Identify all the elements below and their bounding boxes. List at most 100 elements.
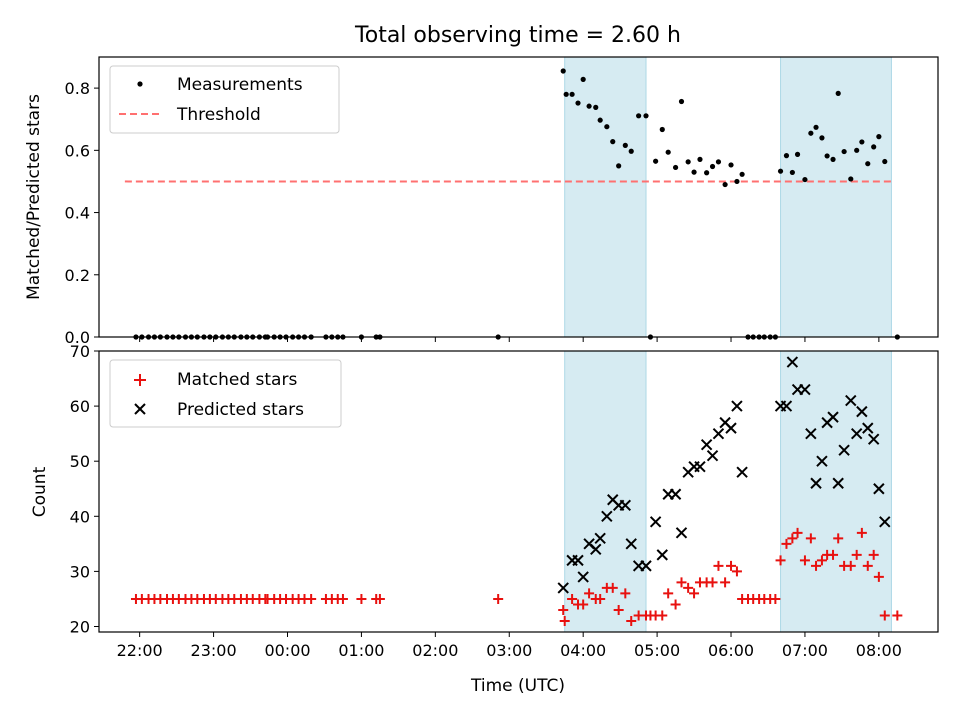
matched-star-point (613, 604, 624, 615)
measurement-point (882, 158, 888, 165)
bottom-panel: 20 30 40 50 60 70 22:00 23:00 00:00 01:00 02:00 03… (30, 342, 939, 696)
bottom-y-axis-label: Count (30, 466, 50, 517)
predicted-star-point (862, 422, 874, 434)
matched-star-point (670, 599, 681, 610)
matched-star-point (862, 560, 873, 571)
measurement-point (830, 156, 836, 162)
y-tick-label: 30 (70, 562, 90, 581)
matched-star-point (626, 615, 637, 626)
y-tick-label: 60 (70, 397, 90, 416)
predicted-star-point (675, 527, 688, 539)
measurement-point (813, 124, 819, 130)
predicted-star-point (832, 477, 844, 489)
measurement-point (722, 181, 728, 188)
matched-star-point (689, 588, 700, 599)
matched-star-point (676, 577, 687, 588)
legend-measurement-marker (137, 81, 143, 87)
predicted-star-point (694, 460, 706, 473)
measurement-point (783, 153, 790, 159)
predicted-star-point (594, 532, 606, 545)
matched-star-point (851, 549, 862, 560)
matched-star-point (306, 593, 317, 604)
matched-star-point (559, 615, 570, 626)
measurement-point (789, 169, 795, 176)
matched-star-point (892, 610, 903, 621)
predicted-star-point (816, 455, 828, 467)
measurement-point (622, 142, 628, 148)
matched-star-point (726, 560, 737, 571)
predicted-star-point (799, 383, 811, 396)
matched-star-point (828, 549, 839, 560)
measurement-point (575, 100, 581, 106)
bottom-axes-frame (98, 350, 939, 633)
predicted-star-point (649, 516, 662, 528)
measurement-point (604, 124, 610, 130)
matched-star-point (799, 555, 810, 566)
matched-star-point (683, 582, 694, 593)
measurement-point (560, 68, 566, 74)
matched-star-point (811, 560, 822, 571)
predicted-star-point (780, 400, 793, 412)
predicted-star-point (827, 411, 839, 423)
predicted-star-point (845, 394, 857, 407)
bottom-observing-windows (564, 350, 892, 633)
measurement-point (685, 159, 691, 165)
legend-matched-marker (134, 374, 146, 386)
predicted-star-point (850, 427, 863, 440)
x-tick-label: 02:00 (412, 641, 458, 660)
x-tick-label: 05:00 (634, 641, 680, 660)
bottom-x-axis-ticks: 22:00 23:00 00:00 01:00 02:00 03:00 04:00 05:00… (117, 632, 902, 660)
x-tick-label: 06:00 (708, 641, 754, 660)
matched-star-point (770, 593, 781, 604)
y-tick-label: 20 (70, 617, 90, 636)
y-tick-label: 70 (70, 342, 90, 361)
top-x-axis-ticks (139, 337, 880, 342)
y-tick-label: 0.6 (65, 141, 90, 160)
x-tick-label: 01:00 (338, 641, 384, 660)
observing-window-band (780, 56, 892, 338)
y-tick-label: 0.8 (65, 79, 90, 98)
measurement-point (643, 113, 649, 119)
matched-star-point (493, 593, 504, 604)
top-axes-frame (98, 56, 939, 338)
predicted-star-point (810, 477, 822, 489)
predicted-star-point (786, 356, 799, 368)
matched-star-point (833, 533, 844, 544)
predicted-star-point (867, 433, 880, 445)
measurement-point (691, 169, 697, 175)
measurement-point (672, 164, 679, 171)
measurement-point (580, 76, 586, 82)
matched-star-point (879, 610, 890, 621)
measurement-point (569, 91, 575, 97)
measurement-point (659, 126, 665, 133)
predicted-star-point (712, 427, 725, 440)
measurement-point (653, 158, 659, 164)
x-tick-label: 23:00 (191, 641, 237, 660)
matched-star-point (792, 527, 803, 538)
matched-star-point (816, 555, 827, 566)
measurement-point (616, 163, 622, 169)
legend-threshold-label: Threshold (176, 105, 261, 125)
predicted-star-point (725, 422, 737, 434)
matched-star-point (713, 560, 724, 571)
predicted-star-point (640, 560, 652, 572)
measurement-point (704, 170, 710, 176)
matched-star-point (856, 527, 867, 538)
measurement-point (854, 147, 860, 153)
legend-matched-label: Matched stars (177, 370, 297, 390)
matched-star-point (356, 593, 367, 604)
predicted-star-point (656, 549, 668, 561)
measurement-point (593, 104, 599, 110)
matched-star-point (657, 610, 668, 621)
legend-predicted-marker (134, 403, 146, 415)
matched-star-point (805, 533, 816, 544)
predicted-star-point (805, 427, 817, 440)
y-tick-label: 50 (70, 452, 90, 471)
matched-star-point (620, 588, 631, 599)
matched-star-point (787, 533, 798, 544)
measurement-point (563, 91, 569, 97)
measurement-point (794, 151, 801, 157)
x-tick-label: 07:00 (782, 641, 828, 660)
measurement-point (859, 139, 865, 145)
